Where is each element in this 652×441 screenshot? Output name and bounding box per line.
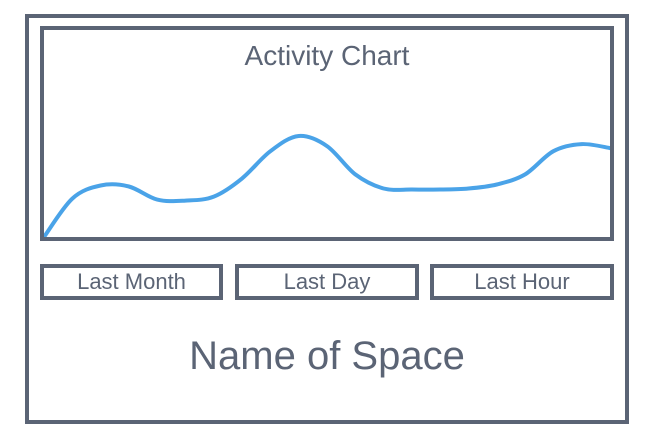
last-day-button[interactable]: Last Day	[235, 264, 419, 300]
chart-plot	[44, 133, 610, 237]
chart-title: Activity Chart	[244, 40, 410, 71]
activity-series-line-0	[44, 133, 610, 237]
last-month-button[interactable]: Last Month	[40, 264, 223, 300]
last-month-label: Last Month	[77, 269, 186, 294]
activity-chart: Activity Chart	[40, 26, 614, 241]
last-day-label: Last Day	[283, 269, 371, 294]
space-name: Name of Space	[189, 334, 465, 378]
last-hour-button[interactable]: Last Hour	[430, 264, 614, 300]
last-hour-label: Last Hour	[474, 269, 570, 294]
